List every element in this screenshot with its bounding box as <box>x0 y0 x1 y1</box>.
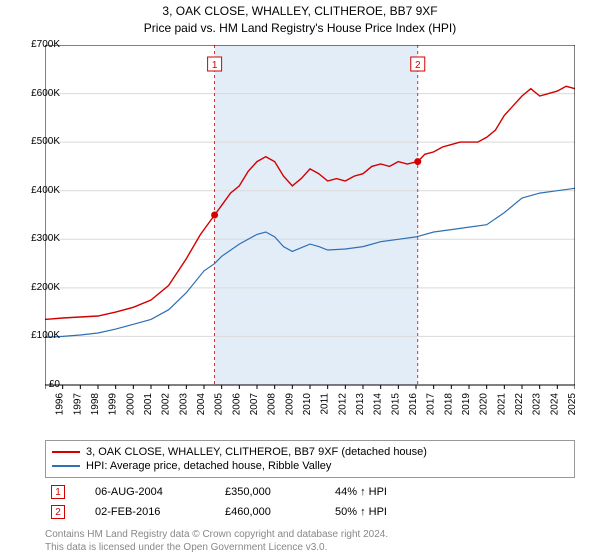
y-tick-label: £700K <box>31 39 60 50</box>
svg-text:2010: 2010 <box>302 393 313 416</box>
sale-rows: 1 06-AUG-2004 £350,000 44% ↑ HPI 2 02-FE… <box>45 482 575 522</box>
svg-text:2: 2 <box>415 60 421 71</box>
y-tick-label: £400K <box>31 185 60 196</box>
sale-price: £350,000 <box>225 486 305 498</box>
footer: Contains HM Land Registry data © Crown c… <box>45 528 575 554</box>
svg-text:2011: 2011 <box>320 393 331 415</box>
legend-label-hpi: HPI: Average price, detached house, Ribb… <box>86 460 331 472</box>
svg-text:2022: 2022 <box>514 393 525 416</box>
svg-text:2017: 2017 <box>426 393 437 416</box>
legend-swatch-hpi <box>52 465 80 467</box>
svg-text:1996: 1996 <box>55 393 66 416</box>
svg-text:1999: 1999 <box>108 393 119 416</box>
svg-text:2018: 2018 <box>443 393 454 416</box>
y-tick-label: £500K <box>31 136 60 147</box>
svg-text:2007: 2007 <box>249 393 260 416</box>
svg-text:2019: 2019 <box>461 393 472 416</box>
sale-delta: 44% ↑ HPI <box>335 486 415 498</box>
svg-text:2003: 2003 <box>178 393 189 416</box>
legend-row: 3, OAK CLOSE, WHALLEY, CLITHEROE, BB7 9X… <box>52 445 568 459</box>
svg-text:2020: 2020 <box>479 393 490 416</box>
chart-plot-area: 1219951996199719981999200020012002200320… <box>45 45 575 385</box>
svg-text:2002: 2002 <box>161 393 172 416</box>
svg-text:2001: 2001 <box>143 393 154 416</box>
sale-row: 2 02-FEB-2016 £460,000 50% ↑ HPI <box>45 502 575 522</box>
svg-text:1995: 1995 <box>45 393 48 416</box>
svg-text:1997: 1997 <box>72 393 83 416</box>
svg-text:2009: 2009 <box>284 393 295 416</box>
y-tick-label: £0 <box>49 379 60 390</box>
svg-text:2016: 2016 <box>408 393 419 416</box>
svg-text:2000: 2000 <box>125 393 136 416</box>
sale-price: £460,000 <box>225 506 305 518</box>
footer-line: This data is licensed under the Open Gov… <box>45 541 575 554</box>
sale-row: 1 06-AUG-2004 £350,000 44% ↑ HPI <box>45 482 575 502</box>
svg-text:2021: 2021 <box>496 393 507 416</box>
footer-line: Contains HM Land Registry data © Crown c… <box>45 528 575 541</box>
y-tick-label: £600K <box>31 88 60 99</box>
svg-text:1: 1 <box>212 60 218 71</box>
legend-row: HPI: Average price, detached house, Ribb… <box>52 459 568 473</box>
legend-swatch-property <box>52 451 80 453</box>
svg-text:2015: 2015 <box>390 393 401 416</box>
svg-text:2004: 2004 <box>196 393 207 416</box>
chart-container: 3, OAK CLOSE, WHALLEY, CLITHEROE, BB7 9X… <box>0 0 600 560</box>
sale-badge-1: 1 <box>51 485 65 499</box>
chart-title-sub: Price paid vs. HM Land Registry's House … <box>0 18 600 35</box>
svg-text:2008: 2008 <box>267 393 278 416</box>
svg-text:2013: 2013 <box>355 393 366 416</box>
legend-label-property: 3, OAK CLOSE, WHALLEY, CLITHEROE, BB7 9X… <box>86 446 427 458</box>
svg-text:2012: 2012 <box>337 393 348 416</box>
svg-text:2006: 2006 <box>231 393 242 416</box>
svg-text:2024: 2024 <box>549 393 560 416</box>
legend-box: 3, OAK CLOSE, WHALLEY, CLITHEROE, BB7 9X… <box>45 440 575 478</box>
chart-svg: 1 2 1995 1996 1997 1998 1999 2000 2001 2002 2003 20… <box>45 45 575 440</box>
svg-text:2005: 2005 <box>214 393 225 416</box>
sale-badge-2: 2 <box>51 505 65 519</box>
svg-text:2023: 2023 <box>532 393 543 416</box>
y-tick-label: £100K <box>31 330 60 341</box>
chart-title-main: 3, OAK CLOSE, WHALLEY, CLITHEROE, BB7 9X… <box>0 0 600 18</box>
sale-delta: 50% ↑ HPI <box>335 506 415 518</box>
svg-text:2025: 2025 <box>567 393 575 416</box>
sale-date: 02-FEB-2016 <box>95 506 195 518</box>
y-tick-label: £300K <box>31 233 60 244</box>
svg-text:2014: 2014 <box>373 393 384 416</box>
svg-text:1998: 1998 <box>90 393 101 416</box>
y-tick-label: £200K <box>31 282 60 293</box>
sale-date: 06-AUG-2004 <box>95 486 195 498</box>
